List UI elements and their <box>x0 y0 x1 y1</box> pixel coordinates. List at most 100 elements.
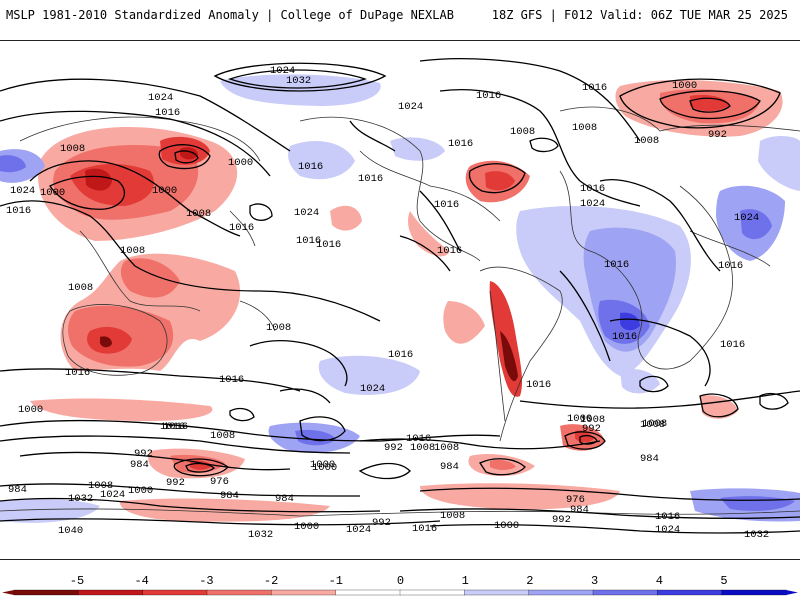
colorbar-swatch <box>464 589 530 596</box>
model-valid-time: 18Z GFS | F012 Valid: 06Z TUE MAR 25 202… <box>491 8 788 22</box>
isobar-label: 1008 <box>634 135 659 147</box>
colorbar-swatches <box>2 589 798 596</box>
isobar-label: 1008 <box>266 322 291 334</box>
colorbar-tick-label: -5 <box>70 574 84 588</box>
isobars <box>0 58 800 534</box>
isobar-label: 992 <box>582 423 601 435</box>
isobar-label: 1032 <box>248 529 273 541</box>
isobar-label: 1016 <box>65 367 90 379</box>
colorbar-swatch <box>206 589 272 596</box>
colorbar-min-arrow <box>2 590 14 595</box>
isobar-label: 1008 <box>434 442 459 454</box>
isobar-label: 1016 <box>434 199 459 211</box>
isobar-label: 1016 <box>448 138 473 150</box>
isobar-label: 1016 <box>160 421 185 433</box>
isobar-label: 1016 <box>437 245 462 257</box>
isobar-label: 1016 <box>296 235 321 247</box>
isobar-label: 1016 <box>406 433 431 445</box>
isobar-label: 1016 <box>316 239 341 251</box>
isobar-label: 976 <box>566 494 585 506</box>
isobar-label: 1024 <box>346 524 371 536</box>
colorbar-max-arrow <box>786 590 798 595</box>
isobar-label: 992 <box>708 129 727 141</box>
isobar-label: 984 <box>570 504 589 516</box>
isobar-label: 1008 <box>642 418 667 430</box>
colorbar-swatch <box>142 589 208 596</box>
isobar-label: 1000 <box>312 462 337 474</box>
colorbar-tick-label: -2 <box>264 574 278 588</box>
map-title: MSLP 1981-2010 Standardized Anomaly | Co… <box>6 8 454 22</box>
isobar-label: 1000 <box>294 521 319 533</box>
isobar-label: 984 <box>130 459 149 471</box>
isobar-label: 1032 <box>286 75 311 87</box>
colorbar-tick-label: 1 <box>462 574 469 588</box>
isobar-label: 992 <box>372 517 391 529</box>
isobar-label: 1008 <box>88 480 113 492</box>
isobar-label: 1008 <box>68 282 93 294</box>
isobar-label: 992 <box>134 448 153 460</box>
isobar-label: 1000 <box>40 187 65 199</box>
colorbar-swatch <box>271 589 337 596</box>
coastlines <box>0 106 800 517</box>
isobar-label: 1008 <box>410 442 435 454</box>
isobar-label: 1016 <box>298 161 323 173</box>
isobar-label: 1016 <box>229 222 254 234</box>
isobar-label: 1000 <box>494 520 519 532</box>
isobar-label: 1000 <box>228 157 253 169</box>
isobar-label: 1016 <box>580 183 605 195</box>
colorbar-swatch <box>335 589 401 596</box>
isobar-label: 1016 <box>476 90 501 102</box>
isobar-label: 1016 <box>412 523 437 535</box>
colorbar-swatch <box>721 589 787 596</box>
isobar-label: 1024 <box>148 92 173 104</box>
isobar-label: 1008 <box>580 414 605 426</box>
isobar-label: 1024 <box>734 212 759 224</box>
isobar-label: 1000 <box>152 185 177 197</box>
colorbar-swatch <box>78 589 144 596</box>
colorbar-swatch <box>13 589 79 596</box>
isobar-label: 984 <box>640 453 659 465</box>
colorbar-tick-label: -3 <box>199 574 213 588</box>
isobar-label: 1008 <box>510 126 535 138</box>
colorbar-swatch <box>528 589 594 596</box>
colorbar-tick-label: 0 <box>397 574 404 588</box>
isobar-label: 1016 <box>163 421 188 433</box>
isobar-label: 1008 <box>60 143 85 155</box>
isobar-label: 1000 <box>18 404 43 416</box>
colorbar-swatch <box>657 589 723 596</box>
isobar-label: 1016 <box>526 379 551 391</box>
header-bar: MSLP 1981-2010 Standardized Anomaly | Co… <box>0 0 800 32</box>
isobar-label: 992 <box>166 477 185 489</box>
colorbar-tick-label: 2 <box>526 574 533 588</box>
isobar-label: 1008 <box>440 510 465 522</box>
isobar-label: 1000 <box>672 80 697 92</box>
isobar-label: 1024 <box>100 489 125 501</box>
isobar-label: 1000 <box>128 485 153 497</box>
isobar-label: 1016 <box>612 331 637 343</box>
isobar-label: 1024 <box>270 65 295 77</box>
isobar-label: 1024 <box>655 524 680 536</box>
isobar-label: 1008 <box>210 430 235 442</box>
anomaly-colorbar: -5 -4 -3 -2 -1 0 1 2 3 4 5 <box>2 574 798 596</box>
isobar-label: 1008 <box>120 245 145 257</box>
isobar-label: 992 <box>384 442 403 454</box>
isobar-label: 1016 <box>155 107 180 119</box>
colorbar-tick-label: -1 <box>329 574 343 588</box>
isobar-label: 1016 <box>720 339 745 351</box>
isobar-label: 984 <box>8 484 27 496</box>
isobar-label: 1016 <box>604 259 629 271</box>
isobar-label: 1016 <box>718 260 743 272</box>
isobar-label: 1008 <box>186 208 211 220</box>
isobar-labels: 1024 1032 1024 1016 1008 1000 1000 1000 … <box>6 65 769 541</box>
isobar-label: 1016 <box>358 173 383 185</box>
isobar-label: 1032 <box>68 493 93 505</box>
isobar-label: 984 <box>220 490 239 502</box>
colorbar-tick-labels: -5 -4 -3 -2 -1 0 1 2 3 4 5 <box>70 574 728 588</box>
isobar-label: 976 <box>210 476 229 488</box>
isobar-label: 992 <box>552 514 571 526</box>
isobar-label: 984 <box>275 493 294 505</box>
isobar-label: 1000 <box>567 413 592 425</box>
isobar-label: 1040 <box>58 525 83 537</box>
colorbar-swatch <box>399 589 465 596</box>
isobar-label: 1016 <box>582 82 607 94</box>
